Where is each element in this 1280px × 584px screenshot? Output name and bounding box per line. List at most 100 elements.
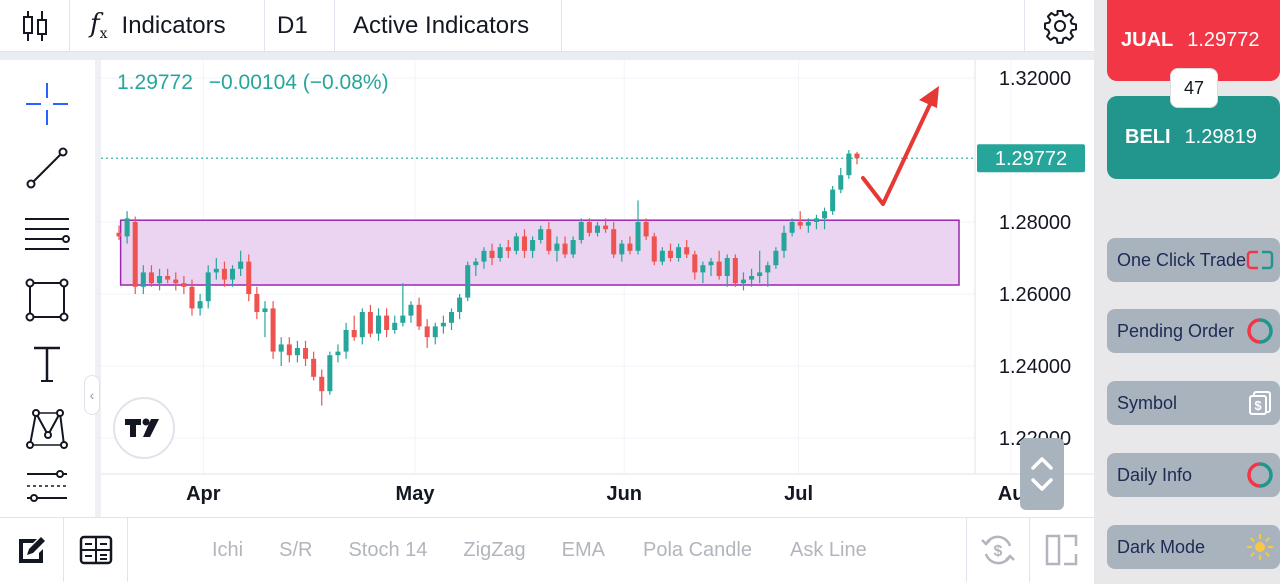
sun-icon: [1246, 533, 1274, 561]
bullish-arrow-annotation[interactable]: [861, 86, 939, 206]
candle: [749, 268, 755, 287]
candle: [838, 168, 844, 194]
candlestick-icon: [22, 11, 47, 41]
quick-indicator-stoch[interactable]: Stoch 14: [348, 538, 428, 561]
candle-body: [286, 344, 292, 356]
price-tag-text: 1.29772: [995, 148, 1067, 170]
one-click-trade-button[interactable]: One Click Trade: [1107, 238, 1280, 282]
candle: [327, 351, 333, 395]
candle-body: [400, 315, 406, 323]
buy-button[interactable]: BELI 1.29819: [1107, 96, 1280, 179]
time-scale: Apr May Jun Jul Au: [186, 483, 1024, 505]
gear-icon: [1043, 10, 1077, 44]
candle: [384, 308, 390, 338]
quick-indicator-ask-line[interactable]: Ask Line: [789, 538, 867, 561]
candle-body: [603, 225, 609, 230]
candle: [854, 151, 860, 165]
calculator-button[interactable]: [64, 518, 128, 582]
active-indicators-button[interactable]: Active Indicators: [335, 0, 562, 52]
quick-indicator-zigzag[interactable]: ZigZag: [463, 538, 526, 561]
dollar-document-icon: $: [1246, 389, 1274, 417]
function-icon: fx: [90, 9, 108, 43]
quick-indicator-ema[interactable]: EMA: [561, 538, 606, 561]
candle: [846, 150, 852, 179]
candle-body: [586, 222, 592, 233]
candle-body: [116, 232, 122, 237]
candle: [594, 222, 600, 237]
fib-retracement-tool[interactable]: [18, 206, 76, 262]
candle-body: [457, 297, 463, 312]
candle-body: [230, 268, 236, 280]
candle: [359, 308, 365, 345]
price-tag-bg: [977, 144, 1085, 173]
candle: [213, 258, 219, 280]
candle: [238, 250, 244, 276]
candle: [716, 250, 722, 280]
candle-body: [465, 265, 471, 298]
candle-body: [830, 189, 836, 212]
quick-indicator-ichi[interactable]: Ichi: [212, 538, 244, 561]
candle-body: [489, 250, 495, 258]
candle-body: [635, 222, 641, 251]
candle: [570, 236, 576, 258]
candle-body: [157, 276, 163, 284]
rectangle-tool[interactable]: [18, 272, 76, 328]
candle-body: [513, 236, 519, 251]
candle-body: [448, 312, 455, 323]
interval-button[interactable]: D1: [265, 0, 335, 52]
candle-body: [335, 351, 341, 356]
indicators-label: Indicators: [121, 12, 226, 39]
candles: [116, 150, 860, 406]
chart-type-button[interactable]: [0, 0, 70, 52]
quick-indicator-pola-candle[interactable]: Pola Candle: [643, 538, 752, 561]
candle: [448, 308, 455, 330]
candle: [165, 268, 171, 284]
candle: [351, 315, 357, 341]
pattern-tool[interactable]: [18, 400, 76, 456]
quick-indicator-sr[interactable]: S/R: [279, 538, 313, 561]
pending-order-button[interactable]: Pending Order: [1107, 309, 1280, 353]
calculator-icon: [79, 535, 112, 565]
symbol-label: Symbol: [1117, 392, 1178, 413]
currency-sync-button[interactable]: $: [966, 518, 1030, 582]
candle: [424, 319, 430, 348]
candle-body: [392, 322, 398, 330]
candle: [489, 243, 495, 266]
collapse-toolbar-button[interactable]: ‹: [84, 375, 100, 415]
candle-body: [570, 240, 576, 255]
text-tool[interactable]: [18, 336, 76, 392]
candle-body: [846, 153, 852, 176]
fib-extension-tool[interactable]: [18, 464, 76, 512]
layout-icon: [1045, 534, 1078, 566]
candle: [148, 265, 154, 287]
candle: [740, 272, 746, 291]
candle-body: [773, 250, 779, 266]
crosshair-tool[interactable]: [18, 76, 76, 132]
candle: [765, 261, 771, 287]
candle-body: [805, 222, 811, 226]
candle-body: [205, 272, 211, 302]
candle-body: [530, 240, 536, 251]
layout-button[interactable]: [1030, 518, 1094, 582]
drawing-toolbar: [0, 60, 95, 517]
sell-button[interactable]: JUAL 1.29772: [1107, 0, 1280, 81]
symbol-button[interactable]: Symbol $: [1107, 381, 1280, 425]
info-ring-icon: [1246, 461, 1274, 489]
toggle-icon: [1246, 246, 1274, 274]
indicators-button[interactable]: fx Indicators: [70, 0, 265, 52]
daily-info-button[interactable]: Daily Info: [1107, 453, 1280, 497]
scroll-control[interactable]: [1020, 438, 1064, 510]
buy-price: 1.29819: [1184, 126, 1257, 148]
candle: [376, 308, 382, 341]
candle-body: [197, 301, 203, 309]
candle: [513, 232, 519, 255]
settings-button[interactable]: [1024, 0, 1094, 52]
dark-mode-button[interactable]: Dark Mode: [1107, 525, 1280, 569]
draw-button[interactable]: [0, 518, 64, 582]
dark-mode-label: Dark Mode: [1117, 536, 1206, 557]
candle: [246, 254, 252, 302]
trend-line-tool[interactable]: [18, 140, 76, 196]
candle: [392, 315, 398, 334]
candle-body: [749, 276, 755, 280]
